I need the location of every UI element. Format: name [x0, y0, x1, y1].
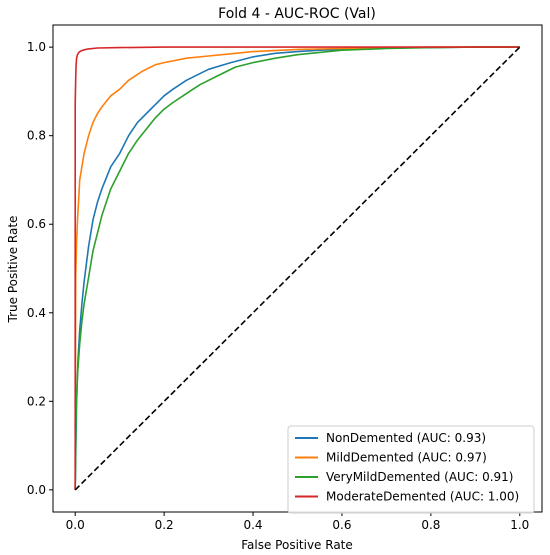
roc-curve-3 — [74, 46, 520, 490]
y-tick-label: 0.2 — [27, 394, 46, 408]
legend-label: NonDemented (AUC: 0.93) — [326, 431, 486, 445]
x-tick-label: 0.8 — [421, 518, 440, 532]
x-tick-label: 1.0 — [510, 518, 529, 532]
y-axis: 0.0 0.2 0.4 0.6 0.8 1.0 — [27, 40, 53, 497]
y-tick-label: 0.4 — [27, 306, 46, 320]
y-tick-label: 0.0 — [27, 483, 46, 497]
x-tick-label: 0.2 — [155, 518, 174, 532]
y-tick-label: 0.6 — [27, 217, 46, 231]
y-tick-label: 0.8 — [27, 129, 46, 143]
y-tick-label: 1.0 — [27, 40, 46, 54]
legend-label: ModerateDemented (AUC: 1.00) — [326, 490, 519, 504]
x-tick-label: 0.4 — [243, 518, 262, 532]
legend-box — [287, 425, 535, 514]
x-tick-label: 0.6 — [332, 518, 351, 532]
legend-label: VeryMildDemented (AUC: 0.91) — [326, 470, 513, 484]
chance-diagonal-line — [74, 46, 521, 491]
chart-title: Fold 4 - AUC-ROC (Val) — [218, 6, 376, 22]
roc-curve-2 — [74, 46, 520, 490]
x-axis: 0.0 0.2 0.4 0.6 0.8 1.0 — [66, 512, 529, 532]
x-axis-label: False Positive Rate — [241, 538, 353, 552]
roc-curve-0 — [74, 46, 520, 490]
x-tick-label: 0.0 — [66, 518, 85, 532]
y-axis-label: True Positive Rate — [6, 216, 20, 324]
legend-label: MildDemented (AUC: 0.97) — [326, 451, 487, 465]
legend: NonDemented (AUC: 0.93) MildDemented (AUC… — [287, 425, 535, 514]
roc-curve-1 — [74, 46, 520, 490]
